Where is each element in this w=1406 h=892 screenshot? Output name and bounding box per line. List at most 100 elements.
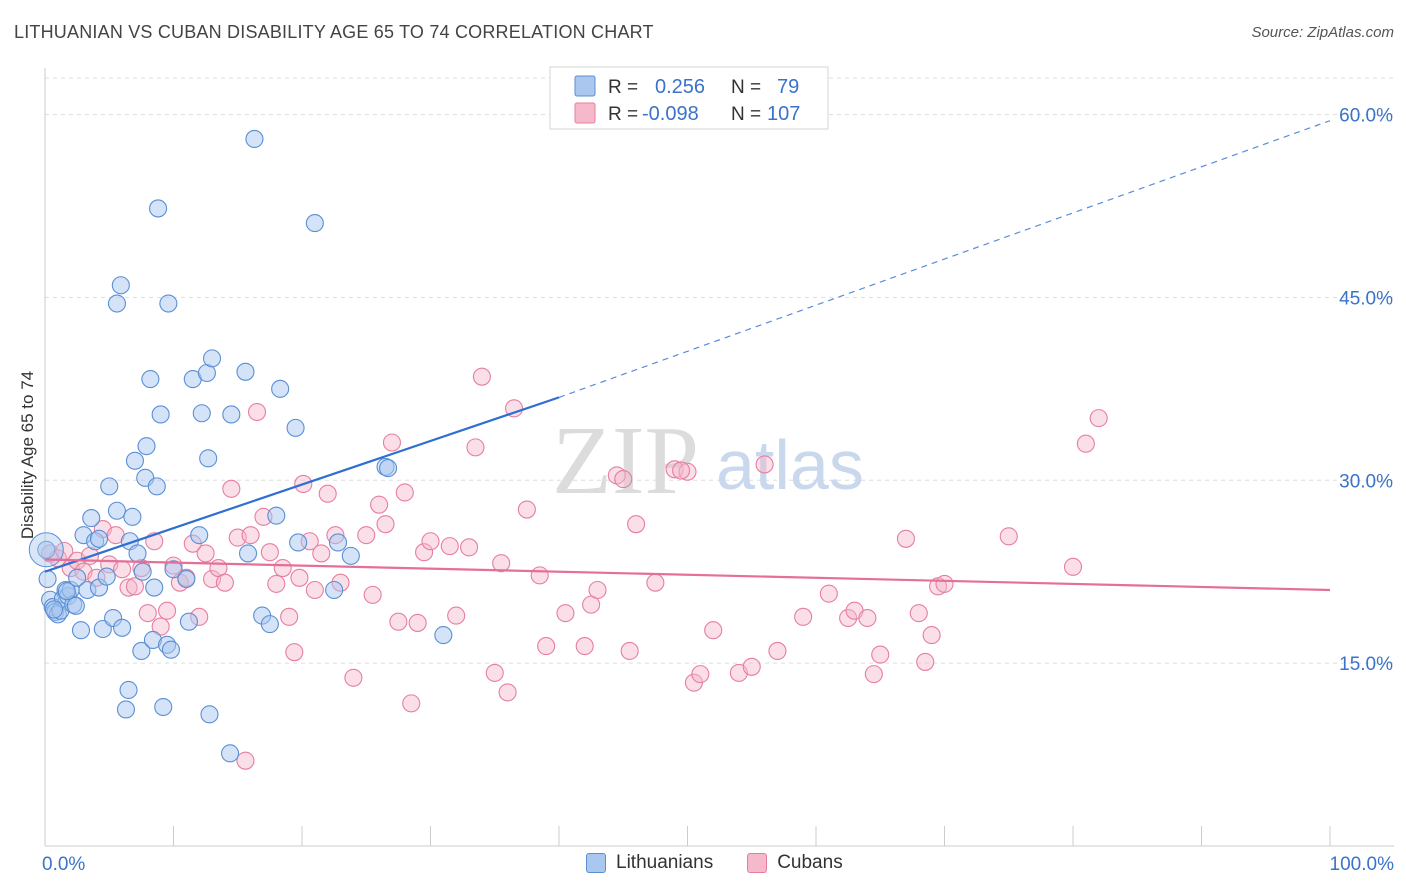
- cubans-point: [556, 604, 575, 623]
- cubans-point: [290, 568, 309, 587]
- lithuanians-point: [434, 626, 453, 645]
- legend-swatch-cubans: [747, 853, 768, 873]
- lithuanians-point: [325, 580, 344, 600]
- lithuanians-point: [161, 640, 180, 659]
- lithuanians-point: [267, 506, 286, 525]
- lithuanians-point: [179, 612, 198, 631]
- cubans-point: [858, 608, 877, 628]
- cubans-point: [755, 455, 774, 474]
- lithuanians-point: [192, 404, 211, 423]
- cubans-point: [280, 607, 299, 626]
- lithuanians-point: [379, 459, 398, 478]
- lithuanians-point: [44, 600, 64, 619]
- cubans-point: [466, 438, 485, 457]
- cubans-point: [158, 601, 177, 620]
- lithuanians-point: [177, 569, 196, 589]
- cubans-point: [742, 657, 761, 676]
- legend-item-lithuanians: Lithuanians: [586, 852, 713, 874]
- stats-legend: R = 0.256 N = 79 R = -0.098 N = 107: [549, 66, 829, 130]
- cubans-point: [530, 566, 549, 585]
- lithuanians-point: [260, 615, 279, 634]
- lithuanians-point: [133, 562, 152, 581]
- cubans-point: [504, 399, 524, 418]
- cubans-point: [672, 461, 691, 480]
- cubans-point: [382, 433, 402, 452]
- cubans-point: [819, 584, 838, 603]
- stats-legend-n-label: N =: [731, 104, 761, 125]
- cubans-point: [125, 577, 144, 596]
- y-tick-label: 30.0%: [1339, 471, 1393, 492]
- lithuanians-point: [100, 477, 119, 496]
- legend-label-cubans: Cubans: [777, 852, 843, 873]
- lithuanians-point: [236, 362, 255, 381]
- lithuanians-trend-extension: [558, 120, 1331, 398]
- lithuanians-point: [149, 199, 168, 218]
- cubans-point: [459, 538, 479, 557]
- cubans-point: [318, 484, 337, 503]
- lithuanians-point: [132, 641, 151, 661]
- cubans-point: [704, 621, 723, 640]
- cubans-point: [1089, 409, 1108, 428]
- lithuanians-point-large: [28, 532, 64, 568]
- watermark: ZIP atlas: [552, 407, 864, 515]
- legend-label-lithuanians: Lithuanians: [616, 852, 714, 873]
- lithuanians-point: [82, 509, 101, 528]
- lithuanians-point: [97, 567, 116, 586]
- lithuanians-trend-line: [44, 396, 560, 573]
- lithuanians-point: [141, 370, 160, 389]
- y-axis-title: Disability Age 65 to 74: [18, 371, 37, 539]
- lithuanians-point: [328, 533, 348, 552]
- lithuanians-point: [159, 294, 178, 313]
- lithuanians-point: [111, 276, 130, 295]
- lithuanians-point: [71, 621, 91, 640]
- cubans-point: [370, 495, 389, 514]
- stats-legend-r-label: R =: [608, 77, 638, 98]
- cubans-point: [871, 645, 890, 664]
- y-tick-label: 60.0%: [1339, 106, 1393, 127]
- lithuanians-point: [57, 582, 76, 601]
- cubans-point: [447, 606, 466, 625]
- cubans-point: [999, 527, 1018, 546]
- cubans-point: [517, 500, 536, 519]
- cubans-point: [614, 470, 633, 489]
- legend-swatch-lithuanians: [586, 853, 606, 873]
- stats-legend-n-value: 107: [767, 103, 800, 125]
- lithuanians-point: [222, 405, 241, 424]
- y-tick-label: 15.0%: [1339, 654, 1393, 675]
- lithuanians-point: [286, 418, 305, 437]
- cubans-point: [864, 665, 883, 684]
- stats-legend-r-value: 0.256: [655, 76, 705, 98]
- cubans-point: [1076, 434, 1095, 453]
- cubans-point: [241, 526, 260, 545]
- cubans-point: [492, 554, 511, 573]
- cubans-point: [839, 608, 858, 628]
- lithuanians-point: [37, 540, 56, 559]
- lithuanians-point: [147, 477, 166, 496]
- lithuanians-point: [68, 568, 87, 587]
- cubans-point: [273, 559, 292, 578]
- cubans-point: [285, 643, 304, 662]
- stats-legend-n-value: 79: [777, 76, 799, 98]
- lithuanians-point: [119, 680, 138, 700]
- cubans-point: [646, 573, 665, 592]
- series-legend: Lithuanians Cubans: [586, 852, 877, 874]
- cubans-point: [909, 604, 928, 623]
- source-label: Source: ZipAtlas.com: [1251, 24, 1394, 41]
- lithuanians-point: [305, 214, 324, 233]
- x-tick-label-max: 100.0%: [1330, 854, 1395, 875]
- cubans-point: [119, 578, 138, 597]
- cubans-point: [537, 637, 556, 656]
- stats-legend-r-value: -0.098: [642, 103, 699, 125]
- cubans-point: [1063, 557, 1083, 576]
- axes: [44, 68, 1394, 847]
- cubans-point: [472, 367, 491, 386]
- cubans-point: [498, 683, 517, 702]
- lithuanians-point: [164, 560, 183, 579]
- lithuanians-point: [145, 578, 164, 597]
- cubans-point: [678, 462, 697, 481]
- cubans-point: [916, 652, 935, 671]
- cubans-point: [376, 515, 395, 534]
- cubans-point: [440, 537, 459, 556]
- lithuanians-point: [203, 349, 222, 368]
- cubans-point: [620, 641, 639, 661]
